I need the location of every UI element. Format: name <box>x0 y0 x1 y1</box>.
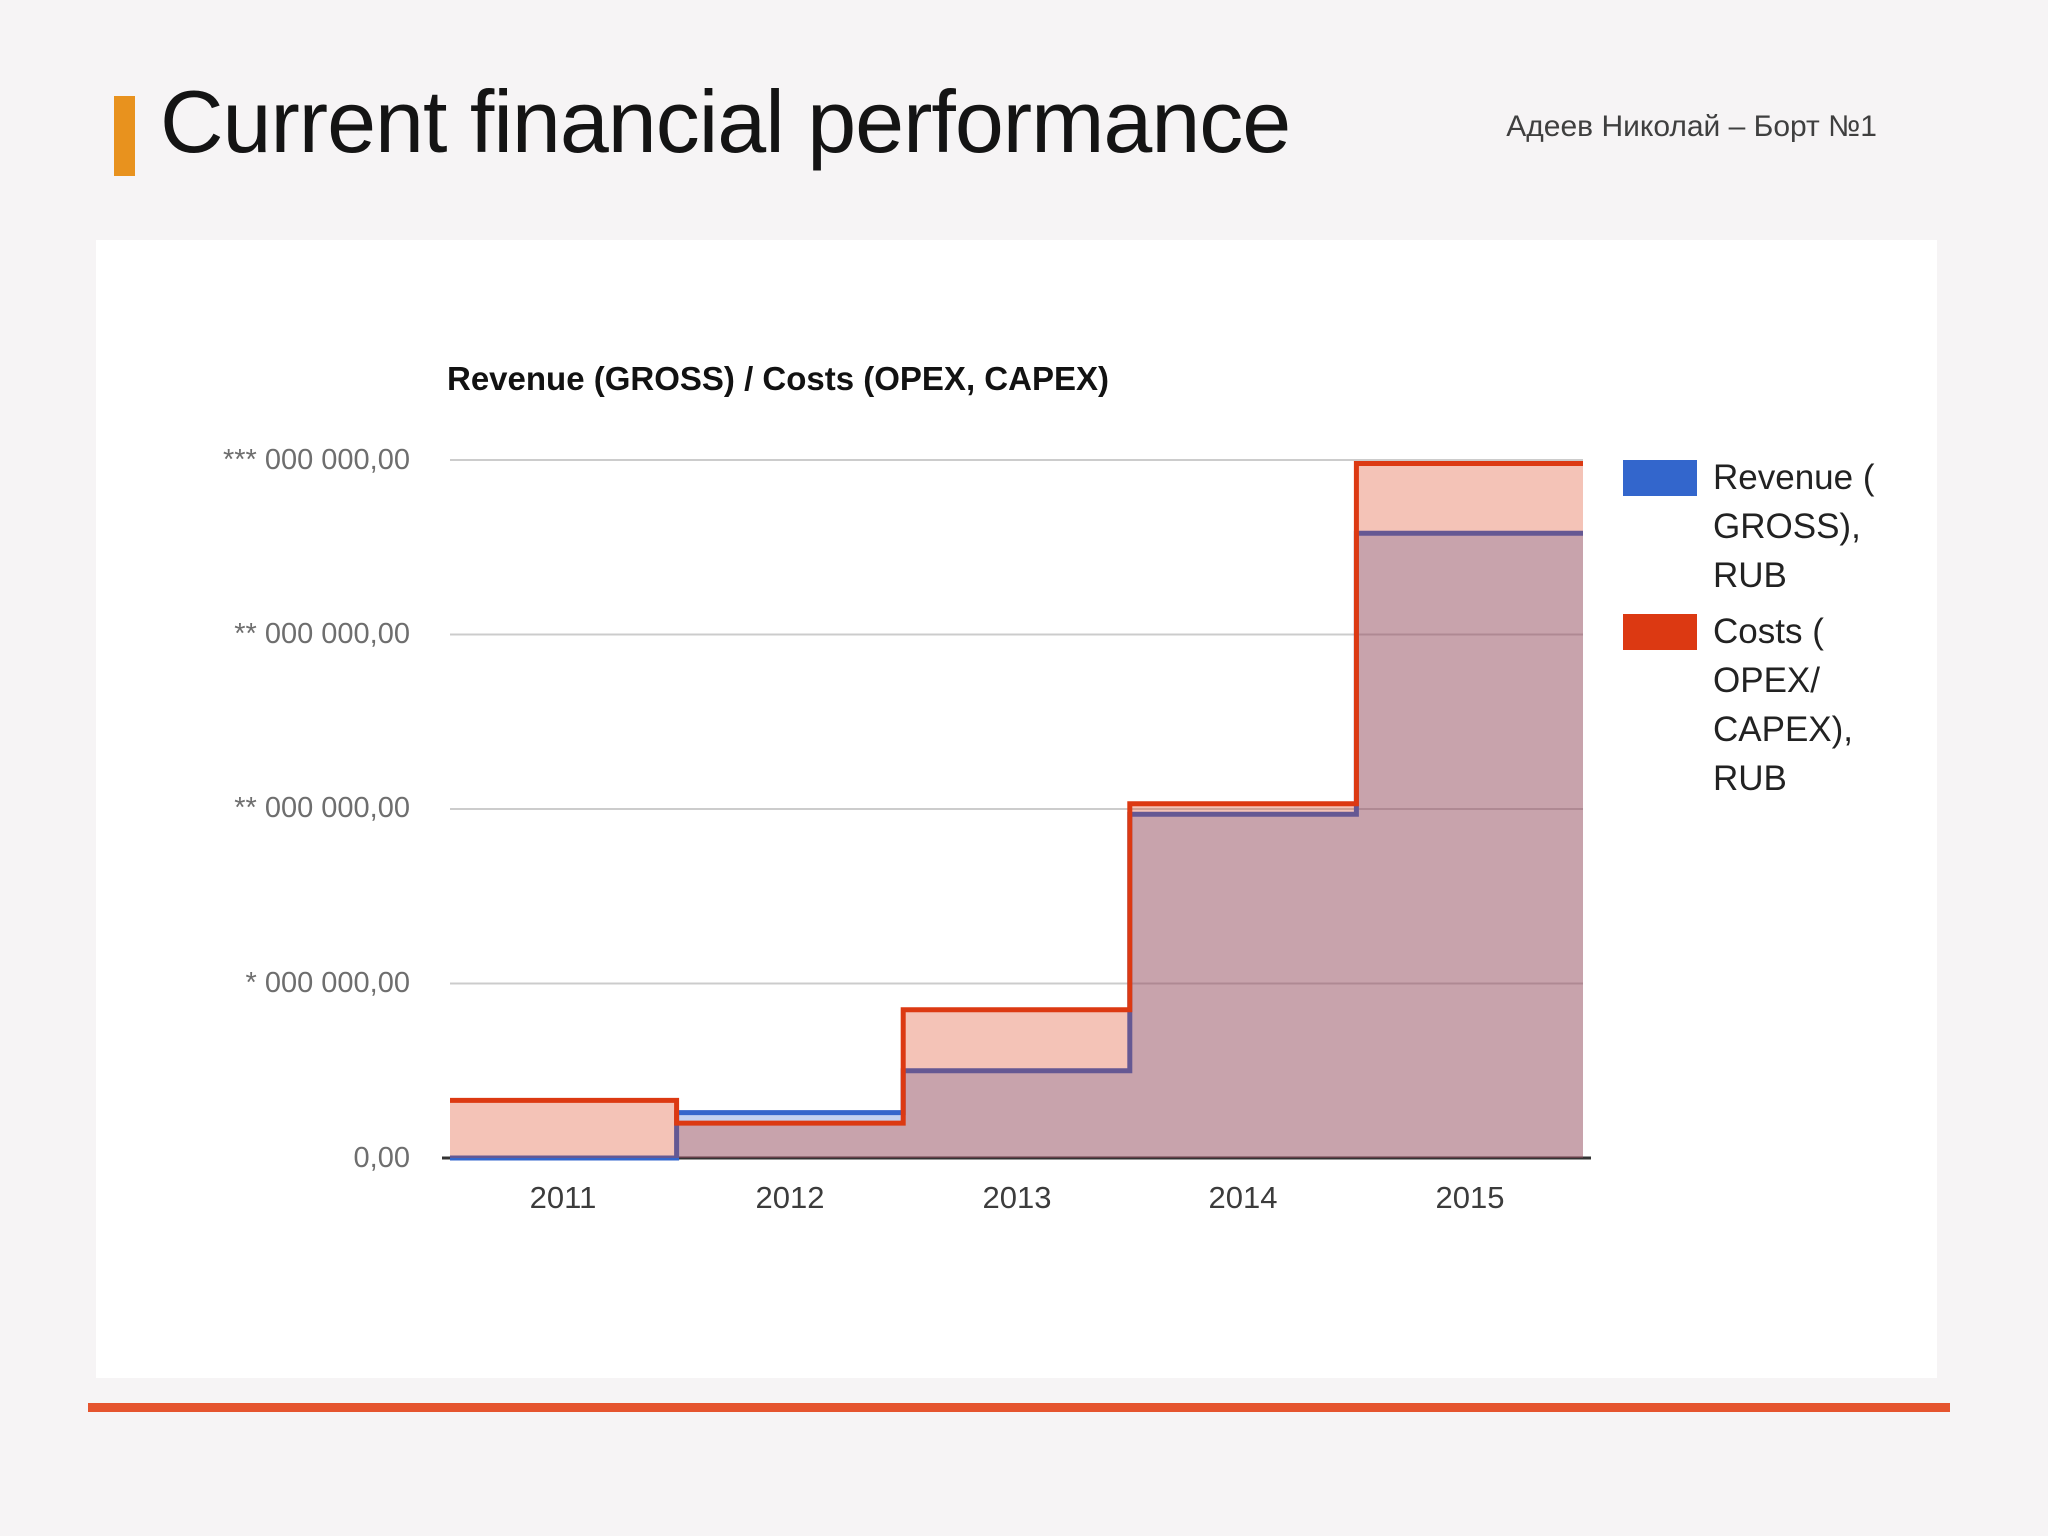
legend-item-costs: Costs ( OPEX/ CAPEX), RUB <box>1623 607 1913 803</box>
footer-accent-line <box>88 1403 1950 1412</box>
y-axis-tick-label: * 000 000,00 <box>245 967 410 999</box>
stepped-area-chart <box>442 459 1591 1161</box>
legend-label-revenue: Revenue ( GROSS), RUB <box>1713 458 1875 595</box>
y-axis-tick-label: ** 000 000,00 <box>234 792 410 824</box>
y-axis-tick-label: 0,00 <box>353 1142 410 1174</box>
legend-item-revenue: Revenue ( GROSS), RUB <box>1623 453 1913 600</box>
header-author-note: Адеев Николай – Борт №1 <box>1506 110 1877 143</box>
x-axis-tick-label: 2011 <box>529 1180 597 1215</box>
x-axis-tick-label: 2012 <box>755 1180 825 1215</box>
legend-label-costs: Costs ( OPEX/ CAPEX), RUB <box>1713 612 1854 798</box>
y-axis-tick-label: *** 000 000,00 <box>222 444 410 476</box>
series-line-costs <box>450 461 1583 1126</box>
series-area-costs <box>450 463 1583 1158</box>
y-axis-tick-label: ** 000 000,00 <box>234 618 410 650</box>
title-accent-bar <box>114 96 135 176</box>
x-axis-tick-label: 2013 <box>982 1180 1052 1215</box>
series-area-revenue <box>450 533 1583 1158</box>
legend-swatch-revenue <box>1623 460 1697 496</box>
legend-swatch-costs <box>1623 614 1697 650</box>
x-axis-tick-label: 2014 <box>1208 1180 1278 1215</box>
slide-title: Current financial performance <box>160 72 1291 171</box>
chart-title: Revenue (GROSS) / Costs (OPEX, CAPEX) <box>447 360 1109 397</box>
x-axis-tick-label: 2015 <box>1435 1180 1505 1215</box>
